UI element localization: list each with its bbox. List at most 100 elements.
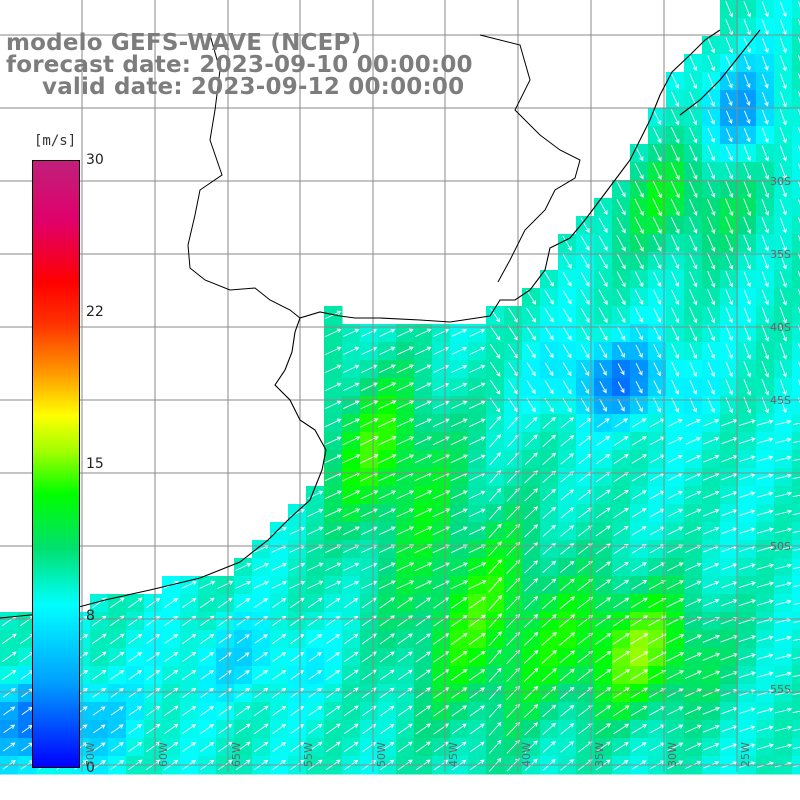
wind-arrow: [324, 526, 342, 536]
wind-arrow: [379, 346, 396, 356]
wind-arrow: [523, 667, 539, 682]
wind-arrow: [559, 668, 575, 682]
wind-arrow: [598, 307, 608, 324]
wind-arrow: [739, 473, 756, 480]
wind-arrow: [707, 216, 716, 235]
wind-arrow: [761, 289, 769, 306]
wind-arrow: [182, 651, 197, 662]
wind-arrow: [793, 548, 800, 552]
colorbar-tick-0: 0: [86, 760, 95, 776]
wind-arrow: [743, 198, 752, 217]
wind-arrow: [779, 199, 787, 216]
wind-arrow: [671, 379, 679, 395]
wind-arrow: [415, 382, 432, 392]
wind-arrow: [616, 289, 626, 306]
wind-arrow: [761, 55, 769, 71]
wind-arrow: [308, 652, 322, 662]
wind-arrow: [469, 741, 485, 753]
wind-arrow: [526, 307, 536, 323]
wind-arrow: [526, 289, 536, 305]
wind-arrow: [725, 1, 734, 18]
wind-speed-field: [0, 0, 800, 775]
wind-arrow: [684, 670, 703, 680]
wind-arrow: [598, 253, 608, 270]
wind-arrow: [325, 364, 342, 374]
wind-arrow: [342, 490, 361, 500]
wind-arrow: [396, 364, 415, 374]
wind-cell: [792, 306, 800, 325]
wind-arrow: [562, 380, 572, 395]
wind-arrow: [378, 400, 397, 410]
wind-arrow: [774, 725, 793, 732]
wind-arrow: [797, 307, 800, 314]
wind-arrow: [127, 597, 143, 609]
wind-arrow: [739, 743, 756, 750]
wind-arrow: [562, 253, 572, 269]
wind-arrow: [396, 490, 415, 500]
wind-arrow: [414, 526, 433, 536]
wind-arrow: [253, 705, 269, 717]
wind-arrow: [488, 505, 502, 520]
wind-arrow: [360, 400, 379, 410]
wind-arrow: [612, 650, 631, 663]
wind-arrow: [182, 597, 197, 608]
wind-arrow: [146, 597, 161, 608]
wind-arrow: [616, 217, 626, 234]
wind-arrow: [689, 73, 698, 90]
wind-arrow: [725, 325, 733, 342]
wind-cell: [792, 486, 800, 505]
wind-arrow: [128, 688, 142, 698]
wind-arrow: [325, 400, 342, 410]
wind-arrow: [703, 526, 720, 535]
wind-arrow: [92, 706, 106, 716]
wind-arrow: [725, 180, 734, 199]
wind-arrow: [797, 252, 800, 260]
wind-arrow: [396, 400, 415, 410]
wind-arrow: [559, 686, 575, 699]
wind-arrow: [397, 687, 413, 699]
wind-cell: [792, 738, 800, 757]
wind-arrow: [614, 436, 629, 446]
wind-arrow: [542, 416, 556, 429]
wind-arrow: [526, 380, 536, 395]
wind-arrow: [671, 253, 680, 270]
wind-arrow: [671, 289, 680, 306]
wind-arrow: [725, 128, 733, 143]
wind-arrow: [164, 597, 179, 608]
wind-arrow: [702, 670, 721, 679]
wind-arrow: [761, 379, 769, 396]
wind-arrow: [797, 217, 800, 224]
wind-arrow: [635, 344, 643, 359]
wind-arrow: [541, 649, 557, 664]
latitude-label: 45S: [770, 394, 791, 407]
wind-arrow: [761, 217, 769, 234]
wind-arrow: [707, 198, 716, 216]
wind-arrow: [707, 325, 716, 342]
wind-arrow: [702, 706, 721, 715]
wind-arrow: [684, 742, 702, 752]
wind-arrow: [797, 109, 800, 116]
wind-arrow: [635, 380, 643, 394]
wind-arrow: [595, 615, 612, 627]
wind-arrow: [689, 109, 698, 126]
wind-arrow: [506, 703, 520, 718]
wind-arrow: [164, 669, 179, 681]
wind-arrow: [128, 706, 142, 716]
wind-arrow: [779, 145, 787, 162]
wind-arrow: [146, 634, 161, 644]
wind-arrow: [360, 418, 379, 428]
wind-cell: [792, 378, 800, 397]
wind-arrow: [450, 418, 468, 428]
wind-arrow: [743, 180, 752, 199]
longitude-label: 30W: [665, 742, 679, 767]
wind-arrow: [689, 289, 698, 306]
wind-arrow: [797, 1, 800, 8]
wind-arrow: [415, 346, 432, 356]
wind-arrow: [415, 723, 432, 735]
wind-arrow: [560, 705, 575, 717]
wind-cell: [792, 414, 800, 433]
wind-arrow: [324, 508, 343, 518]
wind-arrow: [343, 741, 359, 753]
wind-arrow: [761, 109, 769, 125]
